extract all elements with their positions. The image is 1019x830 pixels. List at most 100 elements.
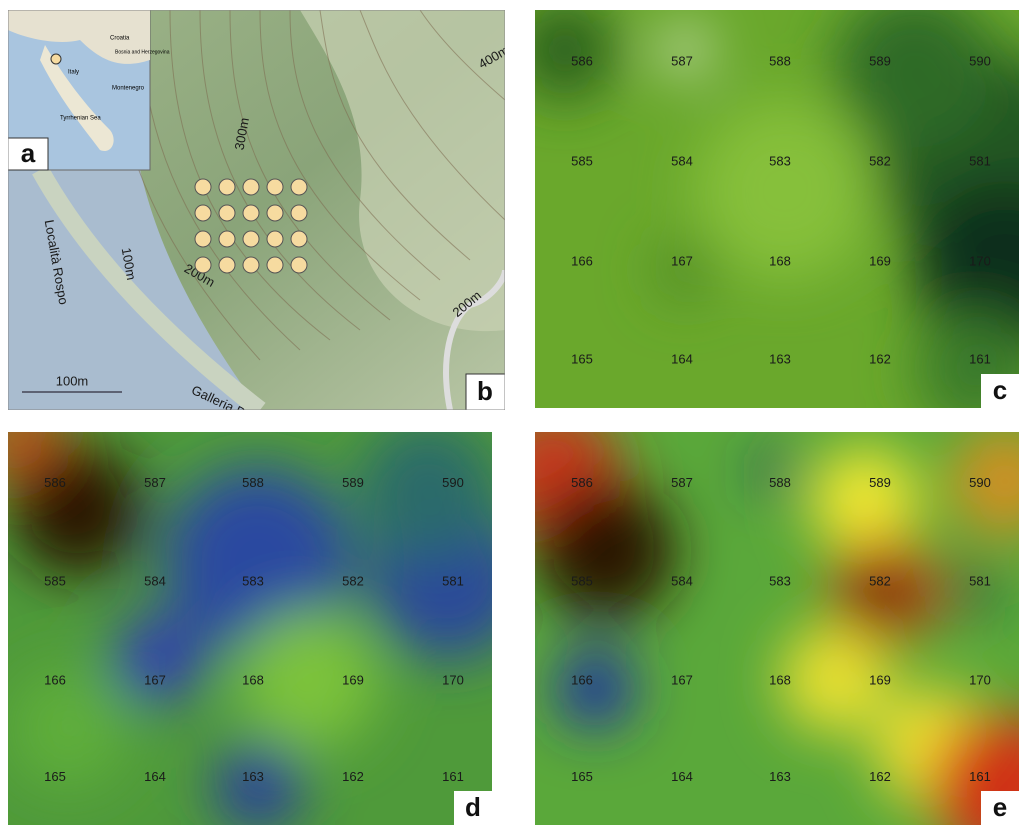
site: [243, 231, 259, 247]
site-label: 163: [242, 769, 264, 784]
site-marker: [51, 54, 61, 64]
site-label: 170: [442, 672, 464, 687]
site-label: 165: [44, 769, 66, 784]
site: [243, 257, 259, 273]
site-label: 588: [769, 53, 791, 68]
panel-tag: c: [993, 375, 1007, 405]
site: [219, 257, 235, 273]
place: Tyrrhenian Sea: [60, 116, 101, 122]
site-label: 589: [342, 475, 364, 490]
site-label: 164: [671, 351, 693, 366]
heatmap-blob: [535, 480, 675, 620]
site: [243, 179, 259, 195]
site-label: 169: [869, 253, 891, 268]
site-label: 584: [671, 153, 693, 168]
site-label: 581: [969, 153, 991, 168]
site: [267, 205, 283, 221]
site-label: 583: [769, 574, 791, 589]
site-label: 583: [242, 574, 264, 589]
site-label: 581: [442, 574, 464, 589]
place: Montenegro: [112, 86, 145, 92]
site: [195, 231, 211, 247]
heatmap-blob: [655, 240, 715, 300]
site-label: 585: [44, 574, 66, 589]
site-label: 584: [144, 574, 166, 589]
site-label: 164: [144, 769, 166, 784]
site-label: 162: [869, 769, 891, 784]
site: [195, 205, 211, 221]
site: [195, 257, 211, 273]
site-label: 582: [869, 574, 891, 589]
site-label: 588: [769, 475, 791, 490]
scale-label: 100m: [56, 373, 89, 388]
site-label: 582: [342, 574, 364, 589]
heatmap-blob: [113, 614, 203, 704]
site-label: 588: [242, 475, 264, 490]
site-label: 161: [969, 769, 991, 784]
site-label: 586: [44, 475, 66, 490]
site-label: 169: [342, 672, 364, 687]
site-label: 166: [571, 672, 593, 687]
site-label: 589: [869, 475, 891, 490]
map-panel: 100m 200m 300m 400m 200m Località Rospo …: [8, 10, 511, 420]
site-label: 590: [969, 475, 991, 490]
site-label: 166: [571, 253, 593, 268]
site-label: 586: [571, 475, 593, 490]
panel-tag: b: [477, 376, 493, 406]
figure: 100m 200m 300m 400m 200m Località Rospo …: [0, 0, 1019, 825]
site-label: 168: [769, 672, 791, 687]
site-label: 582: [869, 153, 891, 168]
site-label: 163: [769, 769, 791, 784]
heatmap-blob: [8, 668, 128, 788]
panel-tag: d: [465, 792, 481, 822]
site: [219, 205, 235, 221]
site-label: 163: [769, 351, 791, 366]
site-label: 170: [969, 253, 991, 268]
site-label: 586: [571, 53, 593, 68]
site-label: 590: [442, 475, 464, 490]
site-label: 162: [342, 769, 364, 784]
site-label: 168: [769, 253, 791, 268]
site: [195, 179, 211, 195]
site: [267, 179, 283, 195]
site-label: 584: [671, 574, 693, 589]
site: [291, 257, 307, 273]
heatmap-blob: [358, 421, 498, 561]
site-label: 585: [571, 153, 593, 168]
site-label: 167: [144, 672, 166, 687]
site-label: 162: [869, 351, 891, 366]
site-label: 165: [571, 769, 593, 784]
site-label: 587: [671, 53, 693, 68]
site-label: 168: [242, 672, 264, 687]
site-label: 583: [769, 153, 791, 168]
site-label: 167: [671, 253, 693, 268]
place: Croatia: [110, 36, 130, 42]
heatmap-blob: [13, 446, 143, 576]
panel-tag: e: [993, 792, 1007, 822]
site-label: 166: [44, 672, 66, 687]
site-label: 169: [869, 672, 891, 687]
site-label: 161: [969, 351, 991, 366]
site: [219, 179, 235, 195]
place: Bosnia and Herzegovina: [115, 49, 170, 55]
site-label: 167: [671, 672, 693, 687]
site-label: 170: [969, 672, 991, 687]
site: [291, 179, 307, 195]
site-label: 585: [571, 574, 593, 589]
site: [267, 231, 283, 247]
site: [291, 231, 307, 247]
site: [291, 205, 307, 221]
heatmap-panel: 586 587 588 589 590 585 584 583 582 581 166 167 168 1…: [0, 397, 528, 825]
site-label: 164: [671, 769, 693, 784]
site-label: 587: [144, 475, 166, 490]
site-label: 590: [969, 53, 991, 68]
heatmap-blob: [555, 649, 635, 729]
site-label: 581: [969, 574, 991, 589]
panel-tag: a: [21, 138, 36, 168]
site-label: 161: [442, 769, 464, 784]
site: [219, 231, 235, 247]
site: [243, 205, 259, 221]
place: Italy: [68, 70, 79, 76]
